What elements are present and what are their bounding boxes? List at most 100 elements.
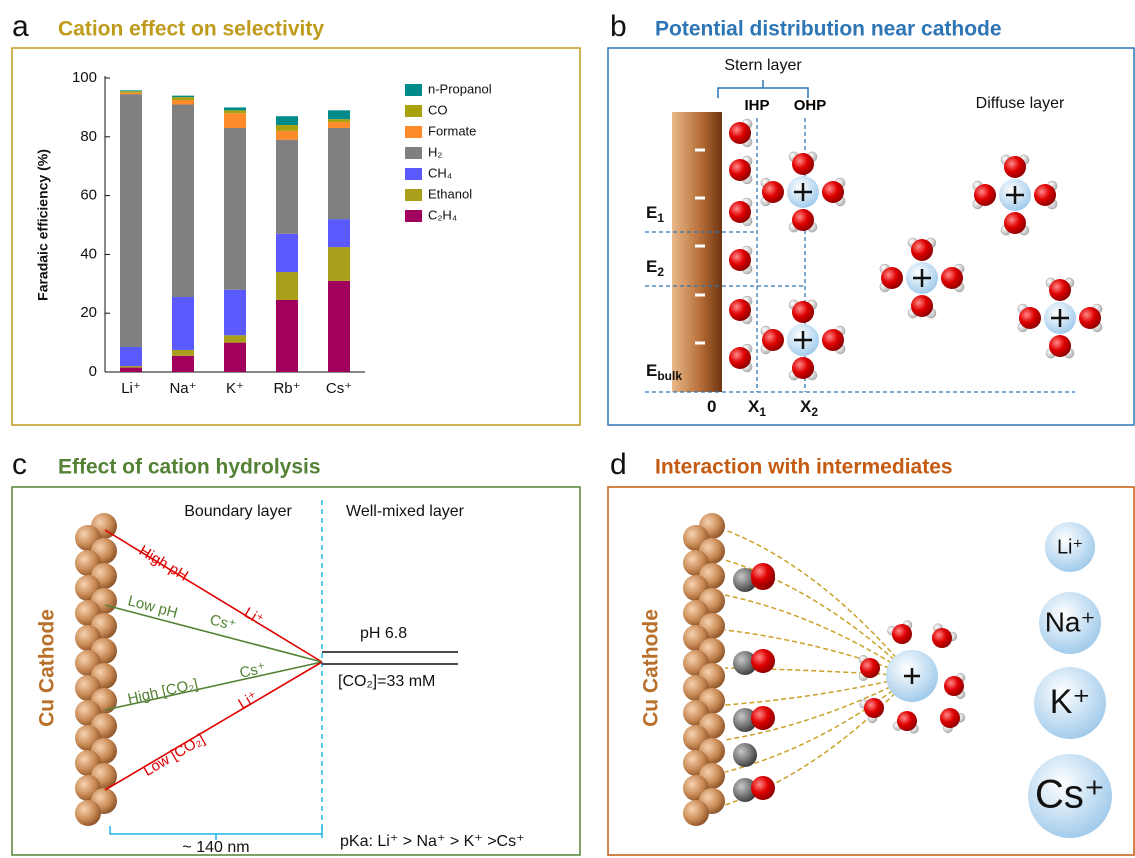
cation-label: Cs⁺	[1035, 773, 1105, 817]
potential-label: E1	[646, 203, 664, 225]
oxygen	[762, 329, 784, 351]
gradient-line	[105, 662, 322, 790]
legend-label: Ethanol	[428, 186, 472, 201]
legend-swatch	[405, 210, 422, 222]
y-tick-label: 80	[80, 128, 97, 145]
legend-label: CO	[428, 102, 448, 117]
diffuse-layer-label: Diffuse layer	[976, 95, 1065, 112]
x-tick-label: Na⁺	[169, 380, 196, 397]
bar-segment	[172, 100, 194, 104]
bar-segment	[224, 343, 246, 372]
main: E	[646, 257, 657, 276]
bar-segment	[172, 297, 194, 350]
bar-segment	[276, 140, 298, 234]
line-label: High pH	[136, 542, 191, 584]
oxygen	[1049, 335, 1071, 357]
bar-segment	[120, 91, 142, 92]
bar-segment	[172, 96, 194, 97]
oxygen	[1004, 212, 1026, 234]
x-tick-label: K⁺	[226, 380, 244, 397]
electrode	[75, 513, 117, 826]
oxygen	[941, 267, 963, 289]
oxygen	[1049, 279, 1071, 301]
stern-bracket	[718, 80, 808, 98]
oxygen	[1004, 156, 1026, 178]
oxygen	[892, 624, 912, 644]
line-label: Low [CO₂]	[140, 731, 208, 780]
legend-swatch	[405, 126, 422, 138]
main: E	[646, 361, 657, 380]
oxygen	[1079, 307, 1101, 329]
bar-segment	[172, 97, 194, 100]
main: E	[646, 203, 657, 222]
panel-letter: b	[610, 10, 627, 43]
bar-segment	[120, 94, 142, 347]
oxygen	[822, 181, 844, 203]
x-tick-label: Cs⁺	[326, 380, 352, 397]
oxygen	[792, 301, 814, 323]
legend-label: H₂	[428, 144, 442, 159]
bar-segment	[328, 119, 350, 122]
oxygen	[792, 209, 814, 231]
bar-segment	[224, 128, 246, 290]
distance-label: X1	[748, 397, 766, 419]
pka-label: pKa: Li⁺ > Na⁺ > K⁺ >Cs⁺	[340, 833, 525, 850]
oxygen	[1019, 307, 1041, 329]
bar-segment	[328, 122, 350, 128]
bar-segment	[172, 356, 194, 372]
bar-segment	[276, 234, 298, 272]
main: X	[800, 397, 812, 416]
oxygen	[792, 357, 814, 379]
oxygen	[940, 708, 960, 728]
well-mixed-label: Well-mixed layer	[346, 503, 465, 520]
field-line	[725, 530, 912, 676]
x-tick-label: Li⁺	[121, 380, 141, 397]
legend-swatch	[405, 189, 422, 201]
legend-swatch	[405, 105, 422, 117]
y-tick-label: 40	[80, 245, 97, 262]
bar-segment	[224, 110, 246, 113]
chart-title: Cation effect on selectivity	[58, 18, 324, 41]
bar-segment	[172, 104, 194, 297]
oxygen	[751, 563, 775, 587]
oxygen	[751, 706, 775, 730]
oxygen	[729, 159, 751, 181]
oxygen	[974, 184, 996, 206]
main: X	[748, 397, 760, 416]
line-label: Cs⁺	[238, 660, 267, 682]
bulk-co2: [CO₂]=33 mM	[338, 673, 435, 690]
page: {"chart_data": {"type": "bar", "stacked"…	[0, 0, 1135, 858]
bulk-ph: pH 6.8	[360, 625, 407, 642]
bar-segment	[328, 110, 350, 119]
bar-segment	[276, 116, 298, 125]
bar-segment	[224, 113, 246, 128]
molecules	[695, 119, 1102, 380]
legend-label: n-Propanol	[428, 81, 492, 96]
bar-segment	[328, 247, 350, 281]
cation-label: Na⁺	[1045, 606, 1096, 637]
sub: 1	[657, 211, 664, 225]
cation-label: Li⁺	[1057, 536, 1083, 558]
panel-title: Interaction with intermediates	[655, 456, 953, 479]
cation-label: K⁺	[1050, 683, 1091, 721]
legend-swatch	[405, 147, 422, 159]
oxygen	[822, 329, 844, 351]
bar-segment	[120, 90, 142, 91]
panel-letter: a	[12, 10, 29, 43]
panel-letter: d	[610, 448, 627, 481]
figure: a Cation effect on selectivity Faradaic …	[0, 0, 1135, 858]
ohp-label: OHP	[794, 97, 827, 114]
legend-label: Formate	[428, 123, 476, 138]
oxygen	[751, 649, 775, 673]
thickness-bracket	[110, 826, 322, 840]
panel-letter: c	[12, 448, 27, 481]
y-tick-label: 20	[80, 304, 97, 321]
oxygen	[729, 299, 751, 321]
stern-layer-label: Stern layer	[724, 57, 802, 74]
line-label: High [CO₂]	[126, 676, 200, 708]
oxygen	[729, 201, 751, 223]
oxygen	[729, 249, 751, 271]
oxygen	[911, 295, 933, 317]
bar-segment	[276, 125, 298, 131]
oxygen	[881, 267, 903, 289]
